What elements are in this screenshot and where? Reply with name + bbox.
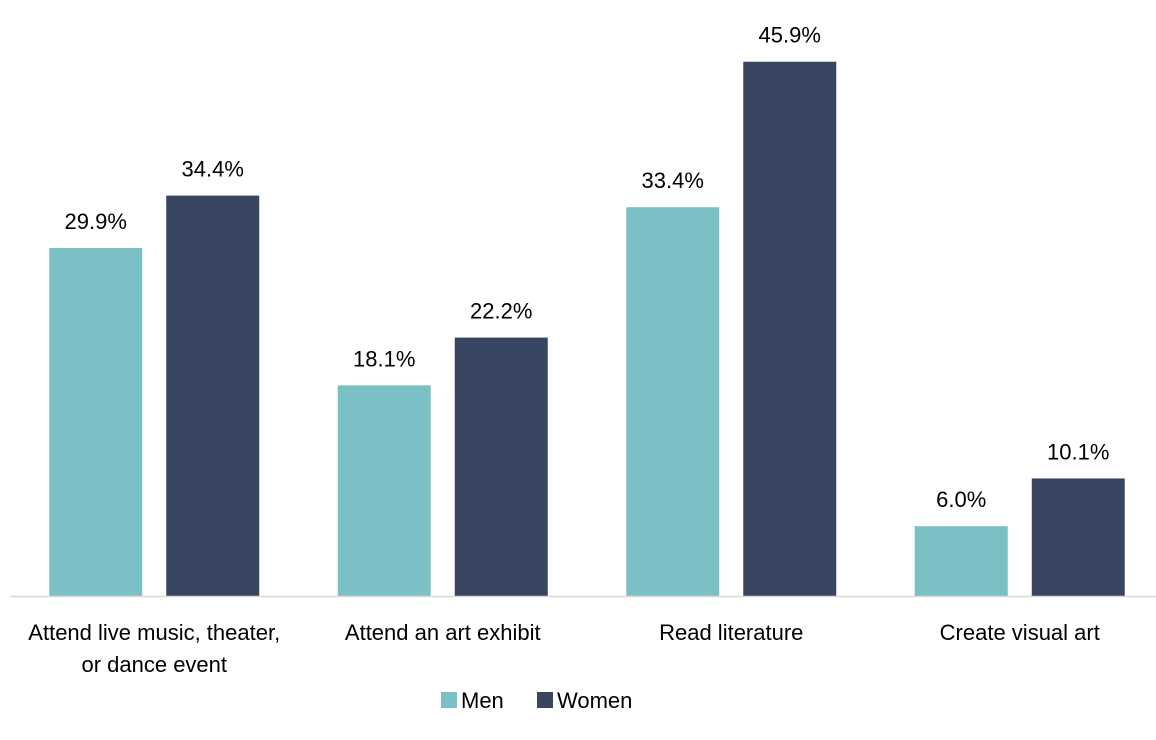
bar-men-0 [49,247,143,597]
value-label-women-0: 34.4% [182,157,244,182]
value-labels-layer: 29.9% 34.4% 18.1% 22.2% 33.4% 45.9% 6.0% 10.1% [65,23,1110,512]
bars-layer [49,61,1125,597]
bar-men-2 [626,207,720,596]
category-label-3: Create visual art [940,620,1100,645]
bar-women-2 [743,61,837,596]
legend-swatch-women [537,692,553,708]
value-label-women-3: 10.1% [1047,439,1109,464]
category-label-0: Attend live music, theater, or dance even… [28,620,280,677]
legend: Men Women [441,688,632,713]
legend-label-women: Women [557,688,632,713]
bar-women-3 [1031,478,1125,596]
legend-label-men: Men [461,688,504,713]
category-label-2: Read literature [659,620,803,645]
category-label-1: Attend an art exhibit [345,620,541,645]
value-label-women-2: 45.9% [759,23,821,48]
category-labels-layer: Attend live music, theater, or dance even… [28,620,1100,677]
bar-women-0 [166,195,260,597]
bar-women-1 [454,337,548,596]
legend-swatch-men [441,692,457,708]
value-label-men-3: 6.0% [936,487,986,512]
value-label-men-2: 33.4% [642,168,704,193]
value-label-men-1: 18.1% [353,346,415,371]
bar-men-3 [914,526,1008,596]
value-label-men-0: 29.9% [65,209,127,234]
bar-men-1 [337,385,431,596]
value-label-women-1: 22.2% [470,299,532,324]
